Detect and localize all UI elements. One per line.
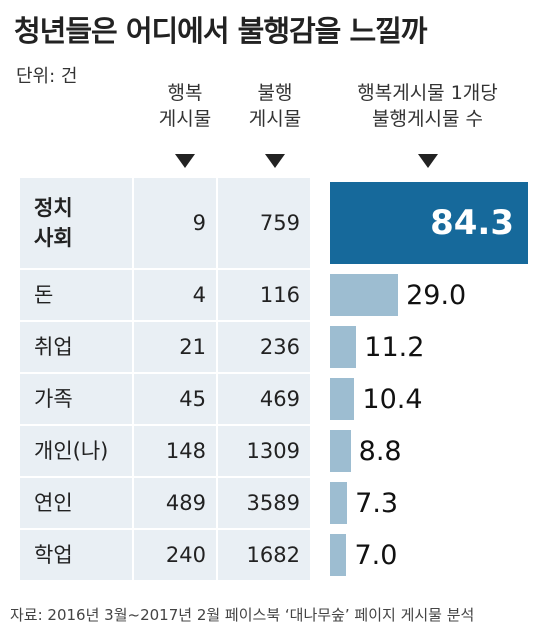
header-line: 행복 — [167, 82, 203, 104]
bar — [330, 182, 528, 264]
header-line: 게시물 — [248, 108, 302, 130]
happy-count: 45 — [134, 374, 216, 424]
happy-count: 489 — [134, 478, 216, 528]
category: 정치 사회 — [20, 178, 132, 268]
bar — [330, 482, 348, 524]
column-header: 행복게시물 1개당 불행게시물 수 — [320, 80, 535, 132]
happy-count: 240 — [134, 530, 216, 580]
arrow — [265, 154, 285, 168]
category: 연인 — [20, 478, 132, 528]
unhappy-count: 236 — [218, 322, 310, 372]
category: 가족 — [20, 374, 132, 424]
value-label: 8.8 — [358, 435, 402, 467]
header-line: 불행게시물 수 — [372, 108, 483, 130]
source: 자료: 2016년 3월~2017년 2월 페이스북 ‘대나무숲’ 페이지 게시… — [10, 606, 475, 624]
unhappy-count: 3589 — [218, 478, 310, 528]
unhappy-count: 1682 — [218, 530, 310, 580]
bar — [330, 534, 347, 576]
value-label: 7.0 — [354, 539, 398, 571]
happy-count: 148 — [134, 426, 216, 476]
category: 돈 — [20, 270, 132, 320]
happy-count: 9 — [134, 178, 216, 268]
unit-note: 단위: 건 — [16, 66, 78, 87]
value-label: 7.3 — [355, 487, 399, 519]
value-label: 29.0 — [406, 279, 467, 311]
unhappy-count: 116 — [218, 270, 310, 320]
happy-count: 21 — [134, 322, 216, 372]
arrow — [175, 154, 195, 168]
bar — [330, 378, 355, 420]
category: 학업 — [20, 530, 132, 580]
value-label: 84.3 — [430, 203, 514, 243]
chart-title: 청년들은 어디에서 불행감을 느낄까 — [14, 14, 427, 48]
category: 개인(나) — [20, 426, 132, 476]
column-header: 불행 게시물 — [230, 80, 320, 132]
column-header: 행복 게시물 — [140, 80, 230, 132]
category: 취업 — [20, 322, 132, 372]
header-line: 행복게시물 1개당 — [357, 82, 498, 104]
header-line: 불행 — [257, 82, 293, 104]
bar — [330, 326, 357, 368]
header-line: 게시물 — [158, 108, 212, 130]
unhappy-count: 1309 — [218, 426, 310, 476]
value-label: 11.2 — [364, 331, 425, 363]
arrow — [418, 154, 438, 168]
unhappy-count: 469 — [218, 374, 310, 424]
value-label: 10.4 — [362, 383, 423, 415]
happy-count: 4 — [134, 270, 216, 320]
arrows — [175, 154, 438, 168]
bar — [330, 274, 399, 316]
bar — [330, 430, 351, 472]
unhappy-count: 759 — [218, 178, 310, 268]
